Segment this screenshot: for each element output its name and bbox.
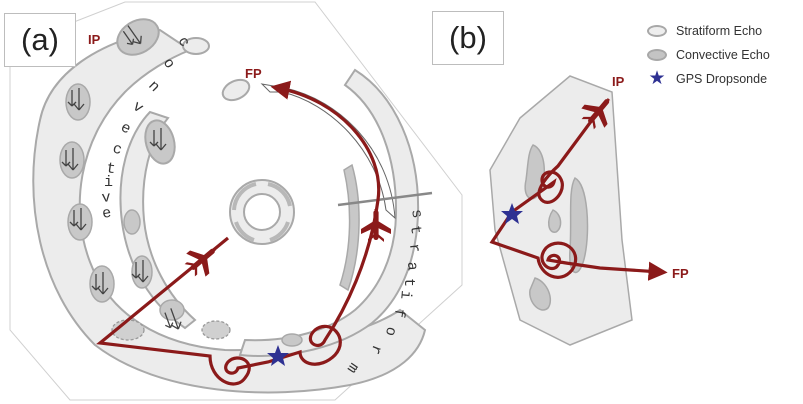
stratiform-letter: i bbox=[396, 290, 414, 300]
stratiform-echo-icon bbox=[646, 24, 668, 38]
dropsonde-star-icon bbox=[501, 203, 523, 224]
panel-a: IP FP c o n v e c t i v e s t r a t i f … bbox=[9, 1, 463, 401]
dashed-cell bbox=[201, 320, 231, 340]
convective-cell bbox=[123, 209, 141, 235]
convective-echo-icon bbox=[646, 48, 668, 62]
stratiform-cell bbox=[221, 78, 251, 102]
cross-section-line bbox=[337, 191, 433, 207]
stratiform-letter: s bbox=[407, 208, 425, 220]
convective-cell bbox=[131, 255, 153, 289]
convective-letter: t bbox=[105, 160, 116, 178]
convective-strip bbox=[524, 144, 546, 200]
legend-item-dropsonde: ★ GPS Dropsonde bbox=[646, 68, 802, 89]
flight-track-a bbox=[96, 80, 381, 386]
storm-eye bbox=[229, 179, 295, 245]
legend-label: Convective Echo bbox=[676, 47, 770, 62]
legend-label: Stratiform Echo bbox=[676, 23, 763, 38]
convective-strip bbox=[548, 209, 562, 233]
panel-b: IP FP bbox=[489, 74, 689, 346]
legend-label: GPS Dropsonde bbox=[676, 71, 768, 86]
outline-arrow bbox=[260, 83, 396, 220]
convective-letter: e bbox=[101, 205, 113, 223]
stratiform-letter: t bbox=[406, 224, 424, 235]
convective-cell bbox=[281, 333, 303, 347]
stratiform-letter: t bbox=[400, 278, 417, 287]
fp-label-b: FP bbox=[672, 266, 689, 281]
legend-item-convective: Convective Echo bbox=[646, 44, 802, 65]
convective-cell bbox=[116, 18, 160, 56]
convective-strip bbox=[569, 176, 589, 274]
dropsonde-star-icon: ★ bbox=[648, 67, 666, 89]
stratiform-letter: r bbox=[405, 243, 423, 254]
outer-rainband bbox=[32, 28, 427, 394]
stratiform-cell bbox=[182, 37, 210, 55]
convective-letter: c bbox=[111, 140, 124, 159]
legend-item-stratiform: Stratiform Echo bbox=[646, 20, 802, 41]
fp-label-a: FP bbox=[245, 66, 262, 81]
convective-letter: i bbox=[104, 174, 113, 191]
convective-cell bbox=[65, 83, 91, 121]
convective-letter: v bbox=[101, 189, 111, 207]
legend: Stratiform Echo Convective Echo ★ GPS Dr… bbox=[646, 20, 802, 92]
stratiform-band bbox=[238, 68, 420, 357]
panel-b-label: (b) bbox=[432, 11, 504, 65]
panel-b-storm bbox=[489, 75, 633, 346]
convective-cell bbox=[89, 265, 115, 303]
panel-a-label: (a) bbox=[4, 13, 76, 67]
flight-track-b bbox=[489, 111, 668, 281]
ip-label-a: IP bbox=[88, 32, 101, 47]
convective-strip bbox=[529, 277, 552, 311]
dropsonde-star-icon bbox=[267, 345, 289, 366]
stratiform-letter: f bbox=[390, 307, 408, 319]
convective-cell bbox=[67, 203, 93, 241]
convective-cell bbox=[144, 119, 176, 165]
convective-cell bbox=[59, 141, 85, 179]
stratiform-letter: a bbox=[403, 261, 421, 271]
ip-label-b: IP bbox=[612, 74, 625, 89]
stratiform-letter: o bbox=[381, 325, 400, 338]
